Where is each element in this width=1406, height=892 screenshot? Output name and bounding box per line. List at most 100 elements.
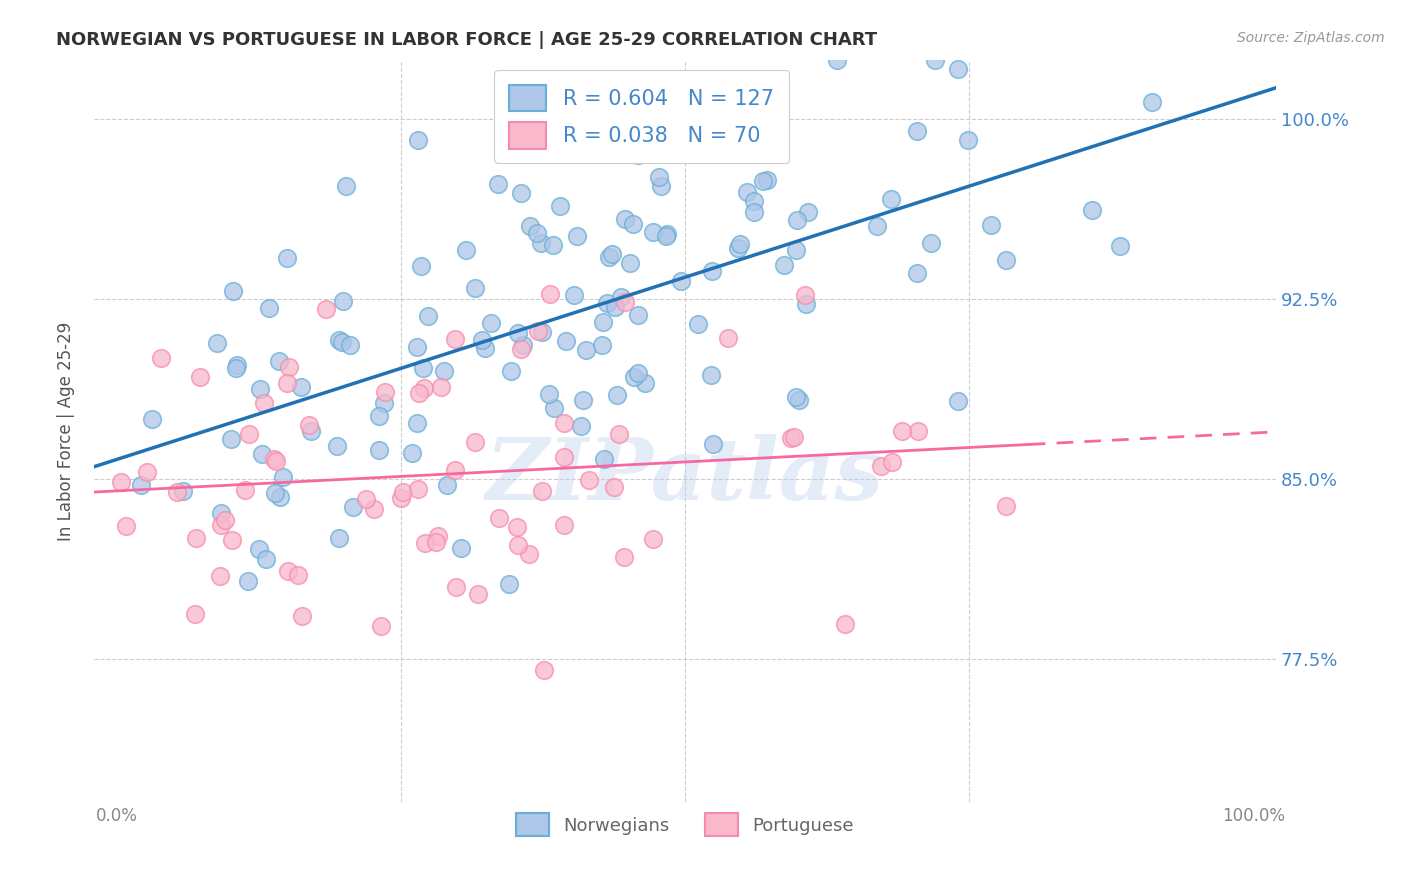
Point xyxy=(785,390,807,404)
Point xyxy=(129,478,152,492)
Point xyxy=(783,430,806,444)
Point xyxy=(592,315,614,329)
Point xyxy=(467,587,489,601)
Point xyxy=(785,244,807,258)
Point xyxy=(436,478,458,492)
Point xyxy=(924,53,946,67)
Point xyxy=(184,607,207,621)
Point xyxy=(613,550,636,565)
Point xyxy=(263,452,285,467)
Point xyxy=(553,517,575,532)
Point xyxy=(184,531,207,545)
Point xyxy=(325,439,347,453)
Point xyxy=(634,376,657,390)
Point xyxy=(627,308,650,322)
Point xyxy=(626,148,648,162)
Point xyxy=(735,186,758,200)
Point xyxy=(980,218,1002,232)
Point xyxy=(700,264,723,278)
Point xyxy=(538,140,561,154)
Point xyxy=(252,447,274,461)
Point xyxy=(946,394,969,409)
Point xyxy=(920,235,942,250)
Point xyxy=(219,433,242,447)
Point xyxy=(779,431,801,445)
Point xyxy=(368,443,391,458)
Point xyxy=(834,616,856,631)
Point xyxy=(413,381,436,395)
Point xyxy=(742,204,765,219)
Point xyxy=(543,401,565,415)
Point xyxy=(530,236,553,251)
Point xyxy=(464,281,486,295)
Point xyxy=(548,199,571,213)
Point xyxy=(430,379,453,393)
Point xyxy=(614,212,637,227)
Point xyxy=(555,334,578,349)
Point xyxy=(264,486,287,500)
Point xyxy=(786,213,808,227)
Point xyxy=(994,252,1017,267)
Point xyxy=(392,484,415,499)
Point xyxy=(225,361,247,376)
Point xyxy=(226,358,249,372)
Point xyxy=(905,124,928,138)
Point xyxy=(498,577,520,591)
Point xyxy=(905,267,928,281)
Point xyxy=(700,368,723,382)
Point xyxy=(221,533,243,547)
Point xyxy=(408,133,430,147)
Point xyxy=(648,170,671,185)
Point xyxy=(389,491,412,506)
Point xyxy=(413,536,436,550)
Point xyxy=(603,480,626,494)
Point xyxy=(1080,203,1102,218)
Point xyxy=(214,513,236,527)
Text: ZIPatlas: ZIPatlas xyxy=(486,434,884,517)
Point xyxy=(721,103,744,118)
Point xyxy=(727,241,749,255)
Point xyxy=(287,568,309,582)
Point xyxy=(368,409,391,423)
Point xyxy=(406,482,429,496)
Point xyxy=(562,287,585,301)
Text: NORWEGIAN VS PORTUGUESE IN LABOR FORCE | AGE 25-29 CORRELATION CHART: NORWEGIAN VS PORTUGUESE IN LABOR FORCE |… xyxy=(56,31,877,49)
Point xyxy=(479,316,502,330)
Point xyxy=(509,186,531,200)
Point xyxy=(948,62,970,77)
Point xyxy=(299,424,322,438)
Point xyxy=(291,609,314,624)
Point xyxy=(269,490,291,504)
Point xyxy=(172,483,194,498)
Point xyxy=(208,569,231,583)
Point xyxy=(298,418,321,433)
Point xyxy=(136,465,159,479)
Point xyxy=(755,173,778,187)
Point xyxy=(641,225,664,239)
Point xyxy=(1140,95,1163,110)
Point xyxy=(506,538,529,552)
Point xyxy=(506,519,529,533)
Point xyxy=(772,258,794,272)
Point xyxy=(339,338,361,352)
Point xyxy=(450,541,472,556)
Point xyxy=(655,227,678,242)
Point xyxy=(890,424,912,438)
Point xyxy=(209,506,232,520)
Point xyxy=(354,491,377,506)
Point xyxy=(114,519,136,533)
Point xyxy=(752,173,775,187)
Point xyxy=(110,475,132,489)
Point xyxy=(269,354,291,368)
Point xyxy=(271,470,294,484)
Point xyxy=(412,360,434,375)
Point xyxy=(797,205,820,219)
Point xyxy=(328,531,350,545)
Point xyxy=(249,382,271,396)
Point xyxy=(794,297,817,311)
Point xyxy=(880,192,903,206)
Point xyxy=(626,366,648,380)
Point xyxy=(276,251,298,265)
Point xyxy=(995,500,1018,514)
Point xyxy=(575,343,598,357)
